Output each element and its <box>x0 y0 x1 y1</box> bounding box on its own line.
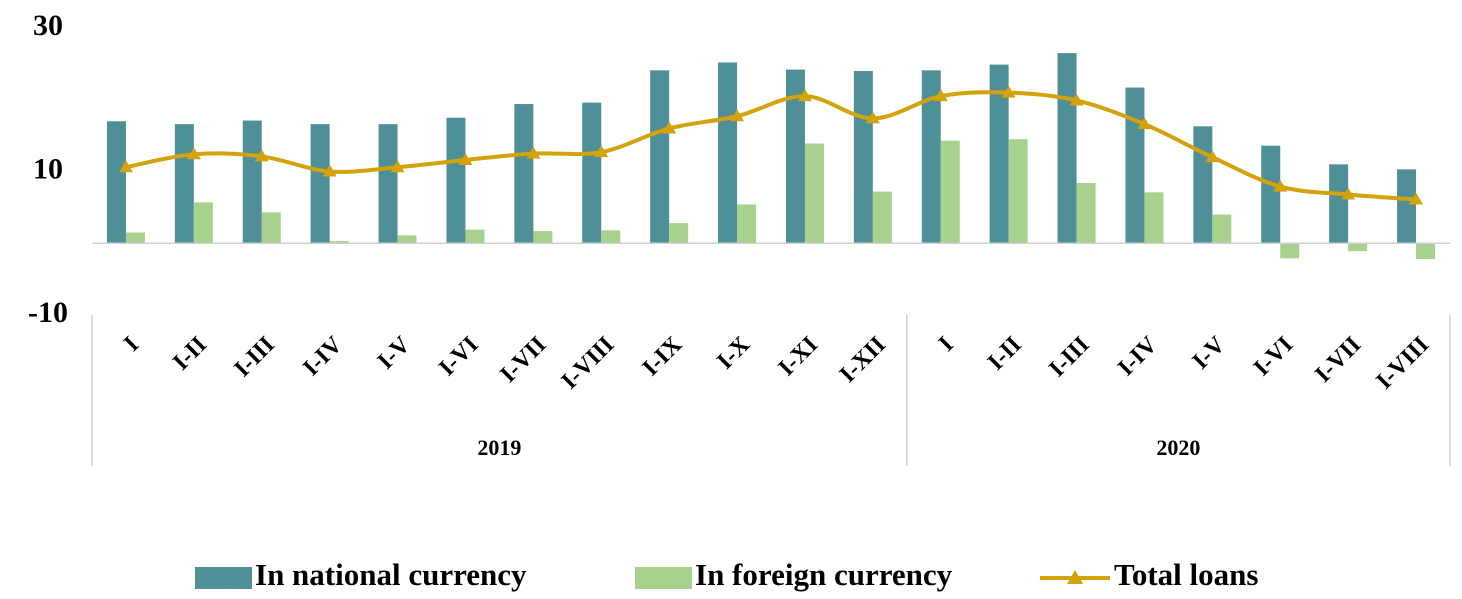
bar <box>921 70 941 244</box>
line-marker <box>865 111 880 124</box>
x-tick-label: I-III <box>1044 332 1094 382</box>
legend-label: Total loans <box>1114 557 1258 592</box>
x-tick-label: I <box>119 332 144 357</box>
x-tick-label: I-VI <box>434 332 484 382</box>
y-tick-label: -10 <box>28 296 68 329</box>
group-label: 2020 <box>1156 435 1200 460</box>
line-marker <box>186 147 201 160</box>
line-marker <box>933 89 948 102</box>
bar <box>1193 126 1213 244</box>
bar <box>601 230 621 244</box>
bar <box>533 231 553 244</box>
legend-swatch <box>195 567 252 589</box>
x-tick-label: I <box>934 332 959 357</box>
line-marker <box>390 160 405 173</box>
line-marker <box>1273 179 1288 192</box>
bar <box>397 235 417 244</box>
bar <box>125 232 145 244</box>
bar <box>872 191 892 244</box>
line-marker <box>1341 187 1356 200</box>
bar <box>514 104 534 244</box>
y-tick-label: 30 <box>33 9 63 42</box>
bar <box>1397 169 1417 244</box>
bar <box>1416 243 1436 260</box>
line-marker <box>1069 93 1084 106</box>
x-tick-label: I-VII <box>495 332 551 388</box>
x-tick-label: I-VII <box>1310 332 1366 388</box>
x-tick-label: I-IV <box>1113 331 1163 381</box>
line-marker <box>662 121 677 134</box>
x-tick-label: I-VIII <box>557 332 620 395</box>
x-tick-label: I-XI <box>774 332 824 382</box>
bar <box>785 69 805 244</box>
bar <box>261 212 281 244</box>
line-marker <box>1001 85 1016 98</box>
x-tick-label: I-VIII <box>1371 332 1434 395</box>
x-tick-label: I-III <box>229 332 279 382</box>
bar <box>669 223 689 244</box>
bar <box>329 241 349 244</box>
x-tick-label: I-II <box>168 332 212 376</box>
legend-label: In national currency <box>255 557 527 592</box>
line-marker <box>458 153 473 166</box>
bar <box>106 121 126 244</box>
line-marker <box>1409 192 1424 205</box>
bar <box>940 140 960 244</box>
x-tick-label: I-X <box>712 331 755 374</box>
x-tick-label: I-IV <box>298 331 348 381</box>
bar <box>446 117 466 244</box>
line-marker <box>254 149 269 162</box>
bar <box>1057 53 1077 244</box>
legend-label: In foreign currency <box>695 557 953 592</box>
bar <box>1280 243 1300 259</box>
legend-marker <box>1067 570 1083 584</box>
x-tick-label: I-VI <box>1249 332 1299 382</box>
bar <box>1212 214 1232 244</box>
bar <box>989 64 1009 244</box>
bar <box>465 229 485 244</box>
bar <box>1261 145 1281 244</box>
line-marker <box>118 160 133 173</box>
line-marker <box>1205 150 1220 163</box>
bar <box>1348 243 1368 252</box>
bar <box>1008 139 1028 244</box>
line-marker <box>797 89 812 102</box>
y-tick-label: 10 <box>33 152 63 185</box>
bar <box>650 70 670 244</box>
bar <box>718 62 738 244</box>
x-tick-label: I-V <box>373 331 416 374</box>
legend-swatch <box>635 567 692 589</box>
x-tick-label: I-XII <box>835 332 891 388</box>
line <box>125 90 1417 202</box>
x-tick-label: I-IX <box>638 331 688 381</box>
bar <box>853 71 873 244</box>
bar <box>174 124 194 244</box>
x-tick-label: I-V <box>1188 331 1231 374</box>
bar <box>1076 182 1096 244</box>
bar <box>1144 192 1164 244</box>
bar <box>737 204 757 244</box>
bar <box>242 120 262 244</box>
line-marker <box>322 164 337 177</box>
bar <box>582 102 602 244</box>
bar <box>193 202 213 244</box>
group-label: 2019 <box>477 435 521 460</box>
bar <box>1125 87 1145 244</box>
line-marker <box>1137 117 1152 130</box>
line-marker <box>526 146 541 159</box>
line-marker <box>730 109 745 122</box>
bar <box>804 143 824 244</box>
line-marker <box>594 145 609 158</box>
bar <box>310 124 330 244</box>
bar <box>1329 164 1349 244</box>
bar <box>378 124 398 244</box>
x-tick-label: I-II <box>983 332 1027 376</box>
